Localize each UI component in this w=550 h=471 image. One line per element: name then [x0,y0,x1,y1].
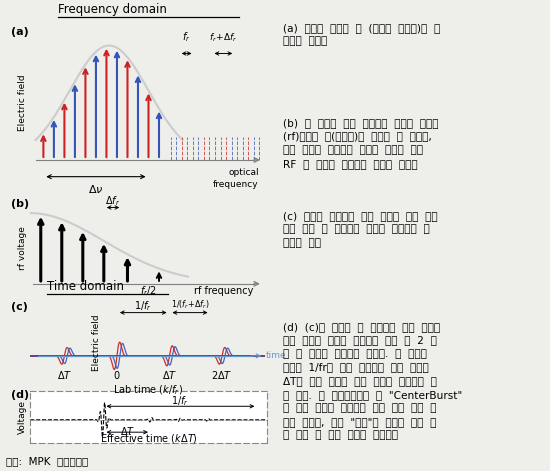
Text: $\Delta T$: $\Delta T$ [119,425,135,437]
Text: $\Delta T$: $\Delta T$ [162,369,177,382]
Text: $f_r$: $f_r$ [182,30,191,44]
Text: $f_r/2$: $f_r/2$ [140,284,157,298]
Text: rf voltage: rf voltage [18,226,27,270]
Text: (a)  두개의  주파수  빗  (적색과  파란색)이  혼
합되어  생성됨: (a) 두개의 주파수 빗 (적색과 파란색)이 혼 합되어 생성됨 [283,23,441,46]
Text: Electric field: Electric field [18,74,27,131]
Text: frequency: frequency [213,180,259,189]
Text: (b): (b) [11,199,29,209]
Text: time: time [266,351,287,360]
Text: $0$: $0$ [113,369,120,382]
Text: optical: optical [228,168,259,177]
Text: rf frequency: rf frequency [194,286,254,296]
Text: 자료:  MPK  공동기획팀: 자료: MPK 공동기획팀 [6,456,88,466]
Text: $2\Delta T$: $2\Delta T$ [211,369,233,382]
Text: Electric field: Electric field [92,314,102,371]
Text: $\Delta T$: $\Delta T$ [57,369,72,382]
Text: $1/f_r$: $1/f_r$ [172,394,189,408]
Text: Time domain: Time domain [47,280,124,293]
Text: $1/(f_r\!+\!\Delta f_r)$: $1/(f_r\!+\!\Delta f_r)$ [170,299,210,311]
Text: Effective time $(k\Delta T)$: Effective time $(k\Delta T)$ [100,432,197,445]
Text: Voltage: Voltage [18,400,26,434]
Text: Frequency domain: Frequency domain [58,3,167,16]
Text: $f_r\!+\!\Delta f_r$: $f_r\!+\!\Delta f_r$ [209,31,238,44]
Text: (a): (a) [11,27,29,37]
Text: (d): (d) [11,390,29,400]
Text: Lab time $(k/f_r)$: Lab time $(k/f_r)$ [113,384,184,398]
Text: (c)  시간적  관점에서  이중  주파수  빗이  반복
률이  다른  두  펄스열이  겹치는  시간차를  보
여주는  그림: (c) 시간적 관점에서 이중 주파수 빗이 반복 률이 다른 두 펄스열이 겹… [283,211,438,248]
Text: (b)  두  주파수  빗이  간섭하여  라디오  주파수
(rf)영역의  빗(검은색)을  생성할  수  있으며,
회색  실선은  앨리어싱  효과: (b) 두 주파수 빗이 간섭하여 라디오 주파수 (rf)영역의 빗(검은색)… [283,118,438,169]
Text: $1/f_r$: $1/f_r$ [134,300,152,314]
Text: $\Delta f_r$: $\Delta f_r$ [106,194,120,208]
Text: $\Delta\nu$: $\Delta\nu$ [88,183,104,195]
Text: (d)  (c)의  신호를  광  검출기를  통해  나오는
전압  출력은  수신기  대역폭에  통합  된  2  개
의  빗  펄스의  생성물에: (d) (c)의 신호를 광 검출기를 통해 나오는 전압 출력은 수신기 대역… [283,322,463,440]
Text: (c): (c) [11,302,28,312]
